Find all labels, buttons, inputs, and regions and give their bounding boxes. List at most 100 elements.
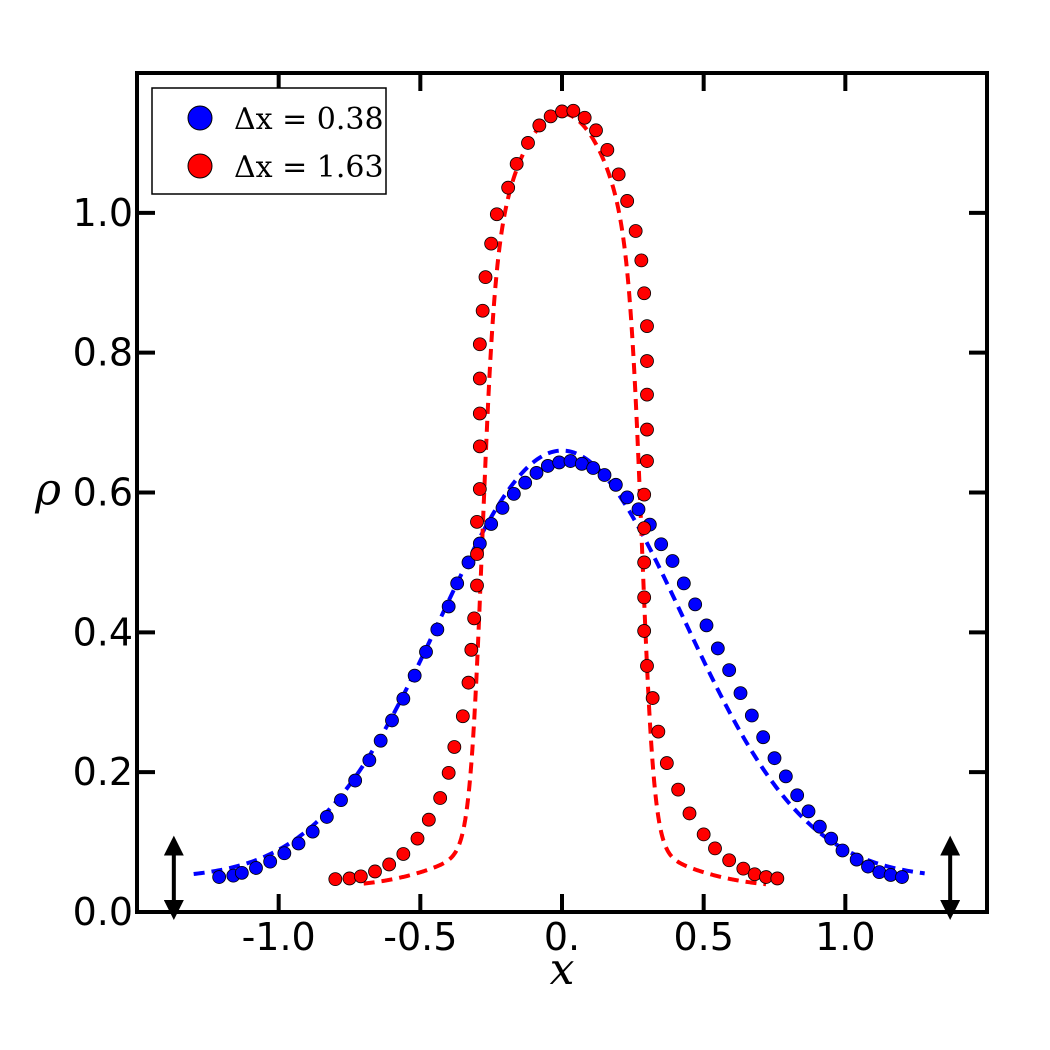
legend-marker-series-0 <box>187 105 213 131</box>
data-point-series-0 <box>407 668 422 683</box>
data-point-series-1 <box>620 194 635 208</box>
data-point-series-1 <box>470 547 484 561</box>
data-point-series-1 <box>651 724 666 739</box>
data-point-series-1 <box>353 869 368 884</box>
data-point-series-1 <box>472 482 487 496</box>
data-point-series-1 <box>472 439 487 454</box>
data-point-series-0 <box>277 846 292 861</box>
data-point-series-1 <box>589 123 603 138</box>
data-point-series-0 <box>529 466 544 480</box>
data-point-series-1 <box>521 136 535 150</box>
x-tick-label: 0.5 <box>673 915 733 959</box>
data-point-series-0 <box>212 870 227 884</box>
data-point-series-0 <box>699 618 714 633</box>
data-point-series-1 <box>671 782 686 797</box>
data-point-series-0 <box>348 773 363 788</box>
axis-ticks: -1.0 -0.5 0. 0.5 1.0 0.0 0.2 0.4 0.6 0.8 1.0 <box>73 73 987 959</box>
data-point-series-0 <box>790 788 805 803</box>
data-point-series-1 <box>566 103 581 118</box>
data-point-series-1 <box>467 611 482 626</box>
data-point-series-0 <box>654 537 669 552</box>
data-point-series-0 <box>461 555 476 570</box>
data-point-series-1 <box>759 870 773 884</box>
data-point-series-0 <box>305 824 320 839</box>
data-point-series-1 <box>640 387 654 402</box>
data-point-series-1 <box>475 303 490 318</box>
data-point-series-0 <box>249 861 263 875</box>
legend-box <box>151 87 387 195</box>
y-axis-label: ρ <box>34 465 61 516</box>
data-point-series-1 <box>470 514 484 529</box>
data-point-series-1 <box>600 143 615 157</box>
data-point-series-1 <box>628 224 643 238</box>
data-point-series-1 <box>640 354 654 368</box>
data-point-series-0 <box>563 454 578 468</box>
data-point-series-1 <box>722 853 737 868</box>
data-point-series-0 <box>419 645 433 659</box>
data-point-series-1 <box>433 791 448 805</box>
data-point-series-1 <box>637 521 652 536</box>
data-point-series-1 <box>470 578 484 593</box>
data-point-series-1 <box>682 806 697 821</box>
data-point-series-1 <box>382 857 397 872</box>
legend-label-series-1: Δx = 1.63 <box>234 150 384 185</box>
data-point-series-1 <box>501 180 516 195</box>
data-point-series-1 <box>447 740 462 754</box>
data-point-series-0 <box>441 599 456 614</box>
legend: Δx = 0.38 Δx = 1.63 <box>151 87 387 195</box>
data-point-series-1 <box>640 454 654 468</box>
data-point-series-1 <box>770 871 785 886</box>
data-point-series-0 <box>334 793 348 808</box>
data-point-series-1 <box>472 406 487 421</box>
data-point-series-1 <box>328 872 343 887</box>
data-point-series-0 <box>688 597 703 612</box>
data-point-series-1 <box>637 624 652 638</box>
data-point-series-1 <box>696 827 711 842</box>
legend-marker-series-1 <box>187 153 213 179</box>
x-tick-label: 0. <box>544 915 580 959</box>
data-point-series-1 <box>478 270 493 285</box>
data-points <box>212 103 909 887</box>
data-point-series-1 <box>489 207 504 222</box>
plot-frame <box>135 71 989 914</box>
data-point-series-1 <box>472 371 487 386</box>
data-point-series-0 <box>835 843 850 858</box>
data-point-series-1 <box>472 337 487 352</box>
data-point-series-1 <box>421 812 436 827</box>
data-point-series-0 <box>676 576 691 591</box>
data-point-series-0 <box>861 859 875 874</box>
data-point-series-1 <box>441 765 456 780</box>
data-point-series-1 <box>645 691 660 705</box>
data-point-series-0 <box>430 622 445 637</box>
data-point-series-1 <box>637 286 652 301</box>
x-tick-label: 1.0 <box>815 915 875 959</box>
data-point-series-0 <box>291 836 306 851</box>
fit-curves <box>193 111 925 887</box>
y-tick-label: 0.2 <box>73 750 133 794</box>
data-point-series-0 <box>812 819 827 834</box>
data-point-series-1 <box>532 118 547 133</box>
data-point-series-1 <box>342 871 357 886</box>
data-point-series-1 <box>461 675 476 690</box>
data-point-series-0 <box>586 461 601 475</box>
y-tick-label: 0.6 <box>73 471 133 515</box>
x-tick-label: -0.5 <box>383 915 457 959</box>
data-point-series-1 <box>640 658 654 673</box>
data-point-series-0 <box>801 804 816 819</box>
data-point-series-0 <box>756 730 771 745</box>
data-point-series-0 <box>362 753 377 768</box>
x-tick-label: -1.0 <box>242 915 316 959</box>
x-axis-label: x <box>550 944 575 995</box>
data-point-series-0 <box>895 870 909 884</box>
data-point-series-0 <box>872 865 887 880</box>
data-point-series-0 <box>518 475 533 490</box>
data-point-series-0 <box>450 576 465 591</box>
data-point-series-1 <box>577 110 592 125</box>
data-point-series-0 <box>631 502 646 517</box>
data-point-series-1 <box>659 756 674 770</box>
data-point-series-1 <box>640 319 654 333</box>
data-point-series-1 <box>640 422 654 437</box>
data-point-series-1 <box>484 236 499 251</box>
y-tick-label: 1.0 <box>73 191 133 235</box>
